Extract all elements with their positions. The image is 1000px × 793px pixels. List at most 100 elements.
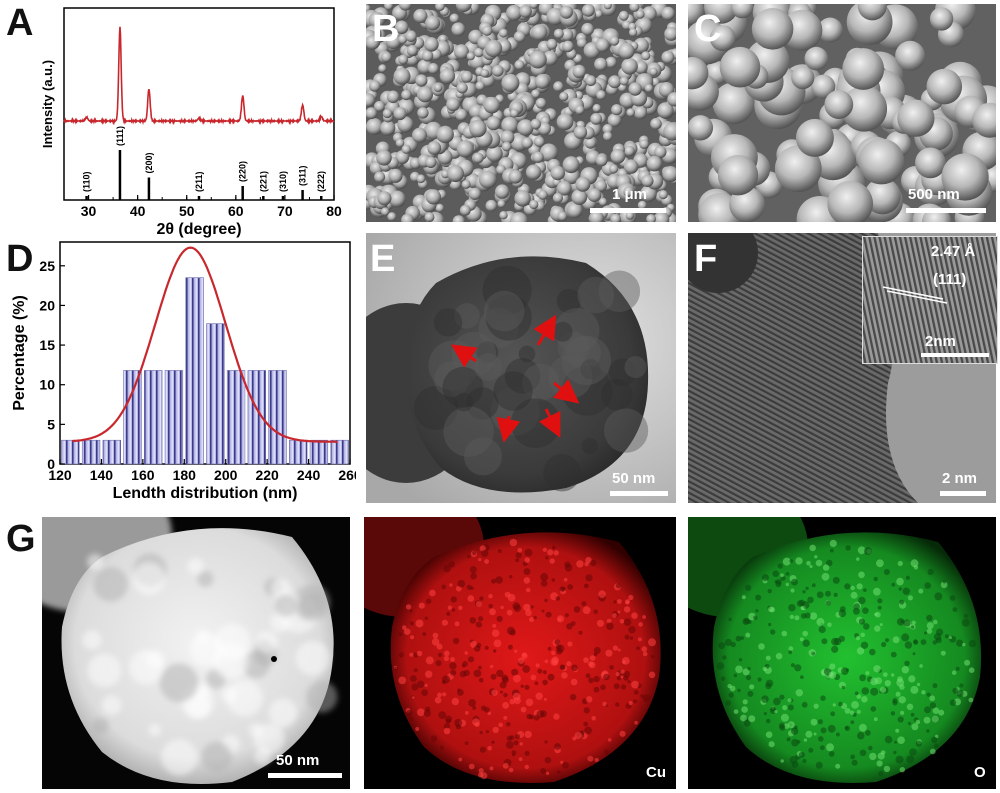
x-axis-label: Lendth distribution (nm)	[113, 485, 298, 502]
map-speckle	[800, 613, 807, 619]
map-speckle	[533, 615, 537, 620]
sem-particle	[384, 4, 394, 11]
map-speckle	[818, 625, 826, 634]
tem-texture	[442, 366, 484, 408]
map-speckle	[603, 673, 610, 681]
map-speckle	[879, 623, 883, 627]
map-speckle	[413, 668, 418, 673]
map-speckle	[620, 669, 625, 674]
map-speckle	[952, 607, 958, 612]
map-speckle	[807, 596, 814, 604]
sem-particle	[508, 169, 523, 184]
map-speckle	[748, 715, 756, 723]
sem-particle	[380, 207, 390, 216]
map-speckle	[469, 566, 477, 574]
map-speckle	[949, 595, 956, 601]
histogram-bar	[185, 277, 204, 465]
haadf-texture	[101, 695, 122, 715]
map-speckle	[841, 667, 849, 675]
sem-particle	[623, 186, 634, 197]
y-tick-label: 0	[47, 456, 55, 472]
tem-texture	[434, 361, 470, 397]
map-speckle	[803, 738, 808, 742]
sem-particle	[398, 4, 412, 11]
map-speckle	[742, 699, 748, 705]
map-speckle	[851, 701, 859, 709]
sem-particle	[501, 116, 519, 134]
sem-particle	[629, 4, 640, 12]
map-speckle	[747, 667, 751, 671]
sem-particle	[605, 56, 617, 69]
map-speckle	[820, 695, 826, 701]
sem-particle	[625, 211, 634, 220]
map-speckle	[530, 674, 537, 681]
map-speckle	[525, 587, 531, 593]
sem-image-low-mag	[366, 4, 676, 222]
sem-particle	[608, 75, 622, 89]
sem-particle	[506, 4, 522, 21]
map-speckle	[912, 652, 916, 656]
map-speckle	[613, 683, 620, 690]
sem-particle	[366, 93, 376, 107]
map-speckle	[479, 730, 483, 735]
sem-particle	[594, 179, 607, 192]
map-speckle	[882, 672, 888, 677]
panel-g-haadf	[42, 517, 350, 789]
map-speckle	[902, 587, 910, 595]
map-speckle	[615, 672, 620, 677]
sem-particle	[857, 4, 887, 21]
map-speckle	[556, 644, 565, 653]
map-speckle	[571, 664, 578, 672]
scale-bar-g-text: 50 nm	[276, 752, 320, 769]
sem-particle	[774, 145, 822, 193]
map-speckle	[850, 591, 858, 599]
map-speckle	[576, 560, 584, 568]
sem-particle	[535, 97, 547, 109]
sem-particle	[824, 90, 854, 119]
map-speckle	[835, 763, 841, 769]
map-speckle	[535, 663, 540, 668]
map-speckle	[551, 578, 556, 582]
sem-particle	[435, 4, 445, 12]
map-speckle	[457, 579, 466, 588]
map-speckle	[487, 746, 492, 751]
histogram-bar	[247, 370, 266, 465]
map-speckle	[493, 649, 497, 653]
map-speckle	[619, 730, 626, 737]
map-speckle	[757, 677, 762, 682]
sem-particle	[929, 7, 954, 31]
map-speckle	[593, 609, 598, 614]
y-axis-label: Percentage (%)	[11, 295, 28, 411]
map-speckle	[768, 606, 774, 613]
map-speckle	[794, 725, 798, 730]
histogram-bar	[330, 439, 349, 465]
map-speckle	[607, 738, 612, 742]
haadf-texture	[255, 631, 278, 653]
sem-particle	[537, 190, 548, 200]
map-speckle	[403, 628, 411, 635]
map-speckle	[828, 671, 837, 679]
map-speckle	[612, 613, 617, 618]
map-speckle	[949, 699, 957, 706]
map-speckle	[737, 688, 741, 693]
map-speckle	[921, 690, 926, 695]
map-speckle	[765, 731, 773, 738]
map-speckle	[628, 594, 634, 601]
sem-particle	[546, 38, 558, 50]
map-speckle	[557, 617, 562, 621]
panel-g-cu-map	[364, 517, 676, 789]
sem-particle	[486, 145, 503, 162]
sem-particle	[594, 57, 608, 71]
map-speckle	[446, 611, 451, 616]
sem-particle	[435, 203, 444, 213]
haadf-texture	[132, 562, 166, 595]
map-speckle	[505, 741, 514, 749]
map-speckle	[498, 722, 503, 728]
map-speckle	[541, 609, 545, 613]
map-speckle	[544, 598, 548, 603]
haadf-texture	[295, 641, 330, 676]
map-speckle	[897, 736, 905, 744]
sem-particle	[556, 113, 574, 131]
map-speckle	[890, 711, 896, 716]
x-tick-label: 120	[48, 467, 72, 483]
